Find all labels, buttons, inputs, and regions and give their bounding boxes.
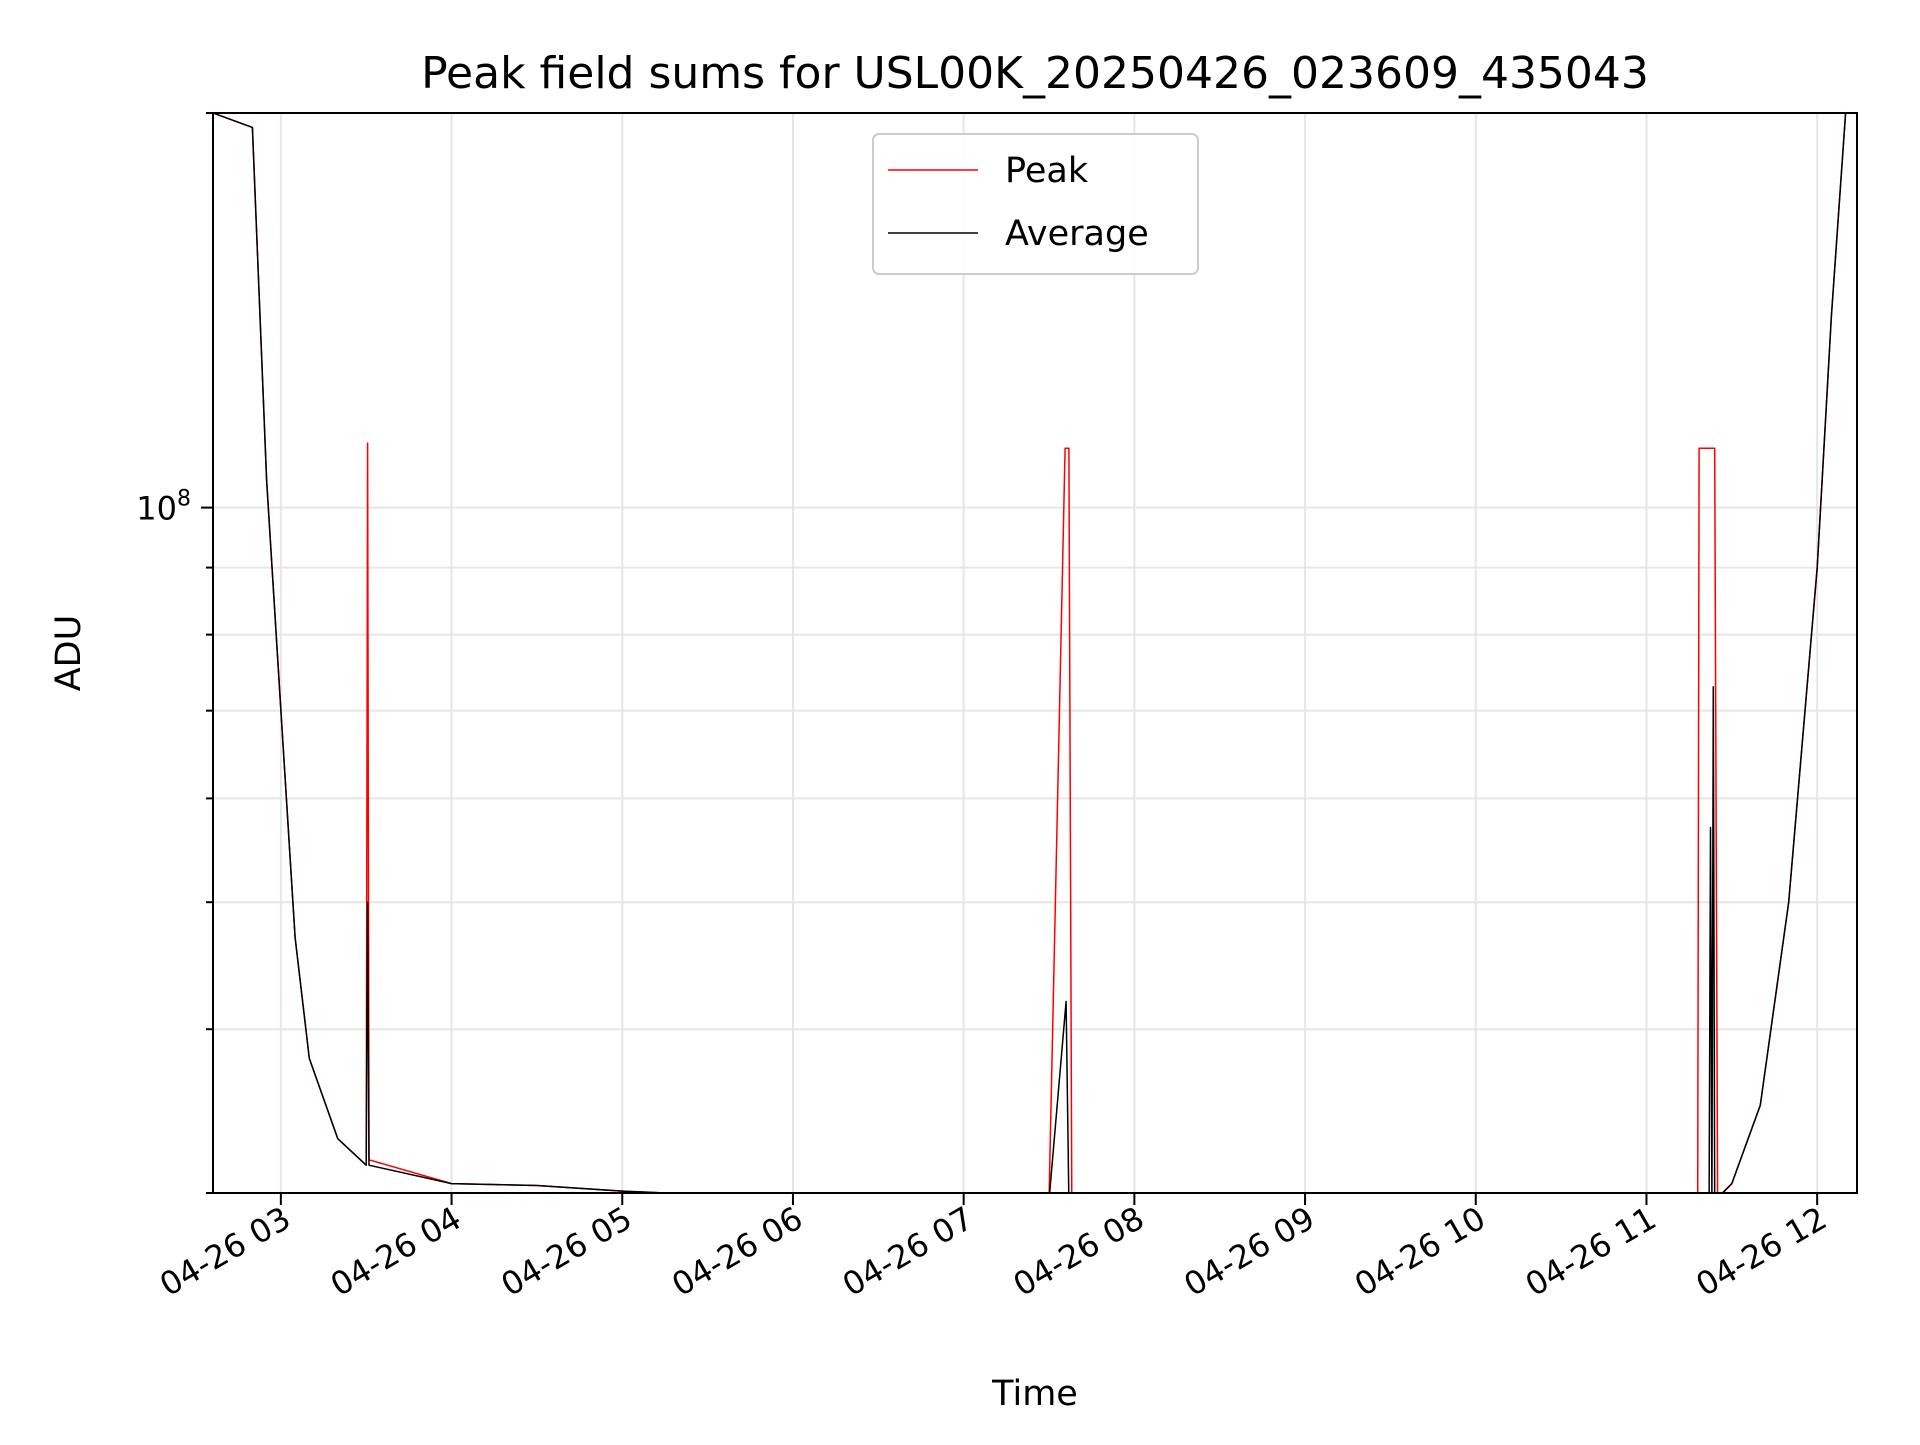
- legend-label-average: Average: [1005, 214, 1149, 254]
- x-tick-label: 04-26 12: [1690, 1199, 1834, 1304]
- x-tick-label: 04-26 05: [495, 1199, 639, 1304]
- x-tick-label: 04-26 07: [836, 1199, 980, 1304]
- chart-title: Peak field sums for USL00K_20250426_0236…: [421, 48, 1649, 99]
- x-tick-label: 04-26 11: [1519, 1199, 1663, 1304]
- legend: Peak Average: [872, 133, 1199, 275]
- x-axis-ticks: 04-26 03 04-26 04 04-26 05 04-26 06 04-26 07…: [153, 1193, 1833, 1304]
- y-axis-ticks: 108: [136, 112, 213, 1194]
- x-tick-label: 04-26 04: [324, 1199, 468, 1304]
- x-axis-label: Time: [991, 1374, 1078, 1414]
- x-tick-label: 04-26 08: [1007, 1199, 1151, 1304]
- legend-label-peak: Peak: [1005, 151, 1089, 191]
- series-line-average: [213, 113, 1847, 1193]
- x-tick-label: 04-26 10: [1348, 1199, 1492, 1304]
- series-layer: [213, 113, 1847, 1193]
- series-line-peak: [213, 113, 1847, 1193]
- plot-frame: [212, 112, 1858, 1194]
- x-tick-label: 04-26 03: [153, 1199, 297, 1304]
- y-tick-label: 108: [136, 487, 191, 528]
- x-tick-label: 04-26 06: [665, 1199, 809, 1304]
- legend-box: [872, 133, 1199, 275]
- y-axis-label: ADU: [49, 615, 89, 692]
- x-tick-label: 04-26 09: [1177, 1199, 1321, 1304]
